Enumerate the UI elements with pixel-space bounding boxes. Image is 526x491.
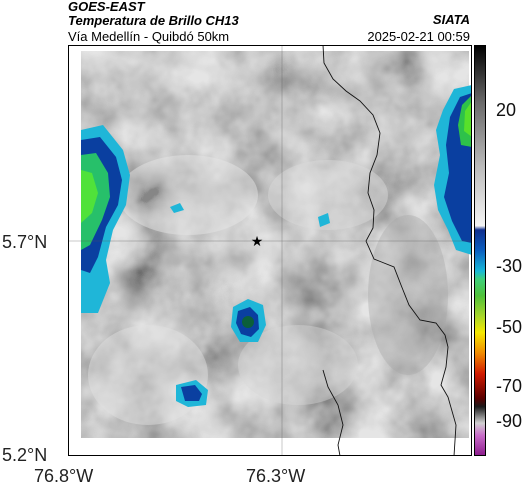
colorbar-label-minus70: -70 [496,376,523,396]
lat-tick-label-2: 5.2°N [2,445,48,465]
map-frame [68,45,472,456]
cold-cloud-west [81,125,130,313]
route-label: Vía Medellín - Quibdó 50km [68,29,230,44]
colorbar-label-20: 20 [496,100,517,120]
cold-cloud-small-center [231,299,266,342]
colorbar-label-minus50: -50 [496,317,523,337]
satellite-map[interactable]: ★ [68,45,472,456]
cold-cloud-small-south [176,380,208,407]
datetime-label: 2025-02-21 00:59 [367,29,470,44]
lat-tick-label-1: 5.7°N [2,232,48,252]
title-satellite: GOES-EAST [68,0,145,14]
title-product: Temperatura de Brillo CH13 [68,13,239,28]
brightness-field [81,51,469,438]
colorbar-label-minus90: -90 [496,411,523,431]
cold-cloud-east [434,85,472,255]
star-icon[interactable]: ★ [251,234,264,250]
organization-label: SIATA [432,12,470,27]
cold-cloud-specks [170,203,330,227]
lon-tick-label-2: 76.3°W [246,466,306,486]
boundaries [322,45,457,456]
graticule [68,45,472,456]
colorbar-label-minus30: -30 [496,256,523,276]
colorbar [474,45,486,456]
lon-tick-label-1: 76.8°W [34,466,94,486]
